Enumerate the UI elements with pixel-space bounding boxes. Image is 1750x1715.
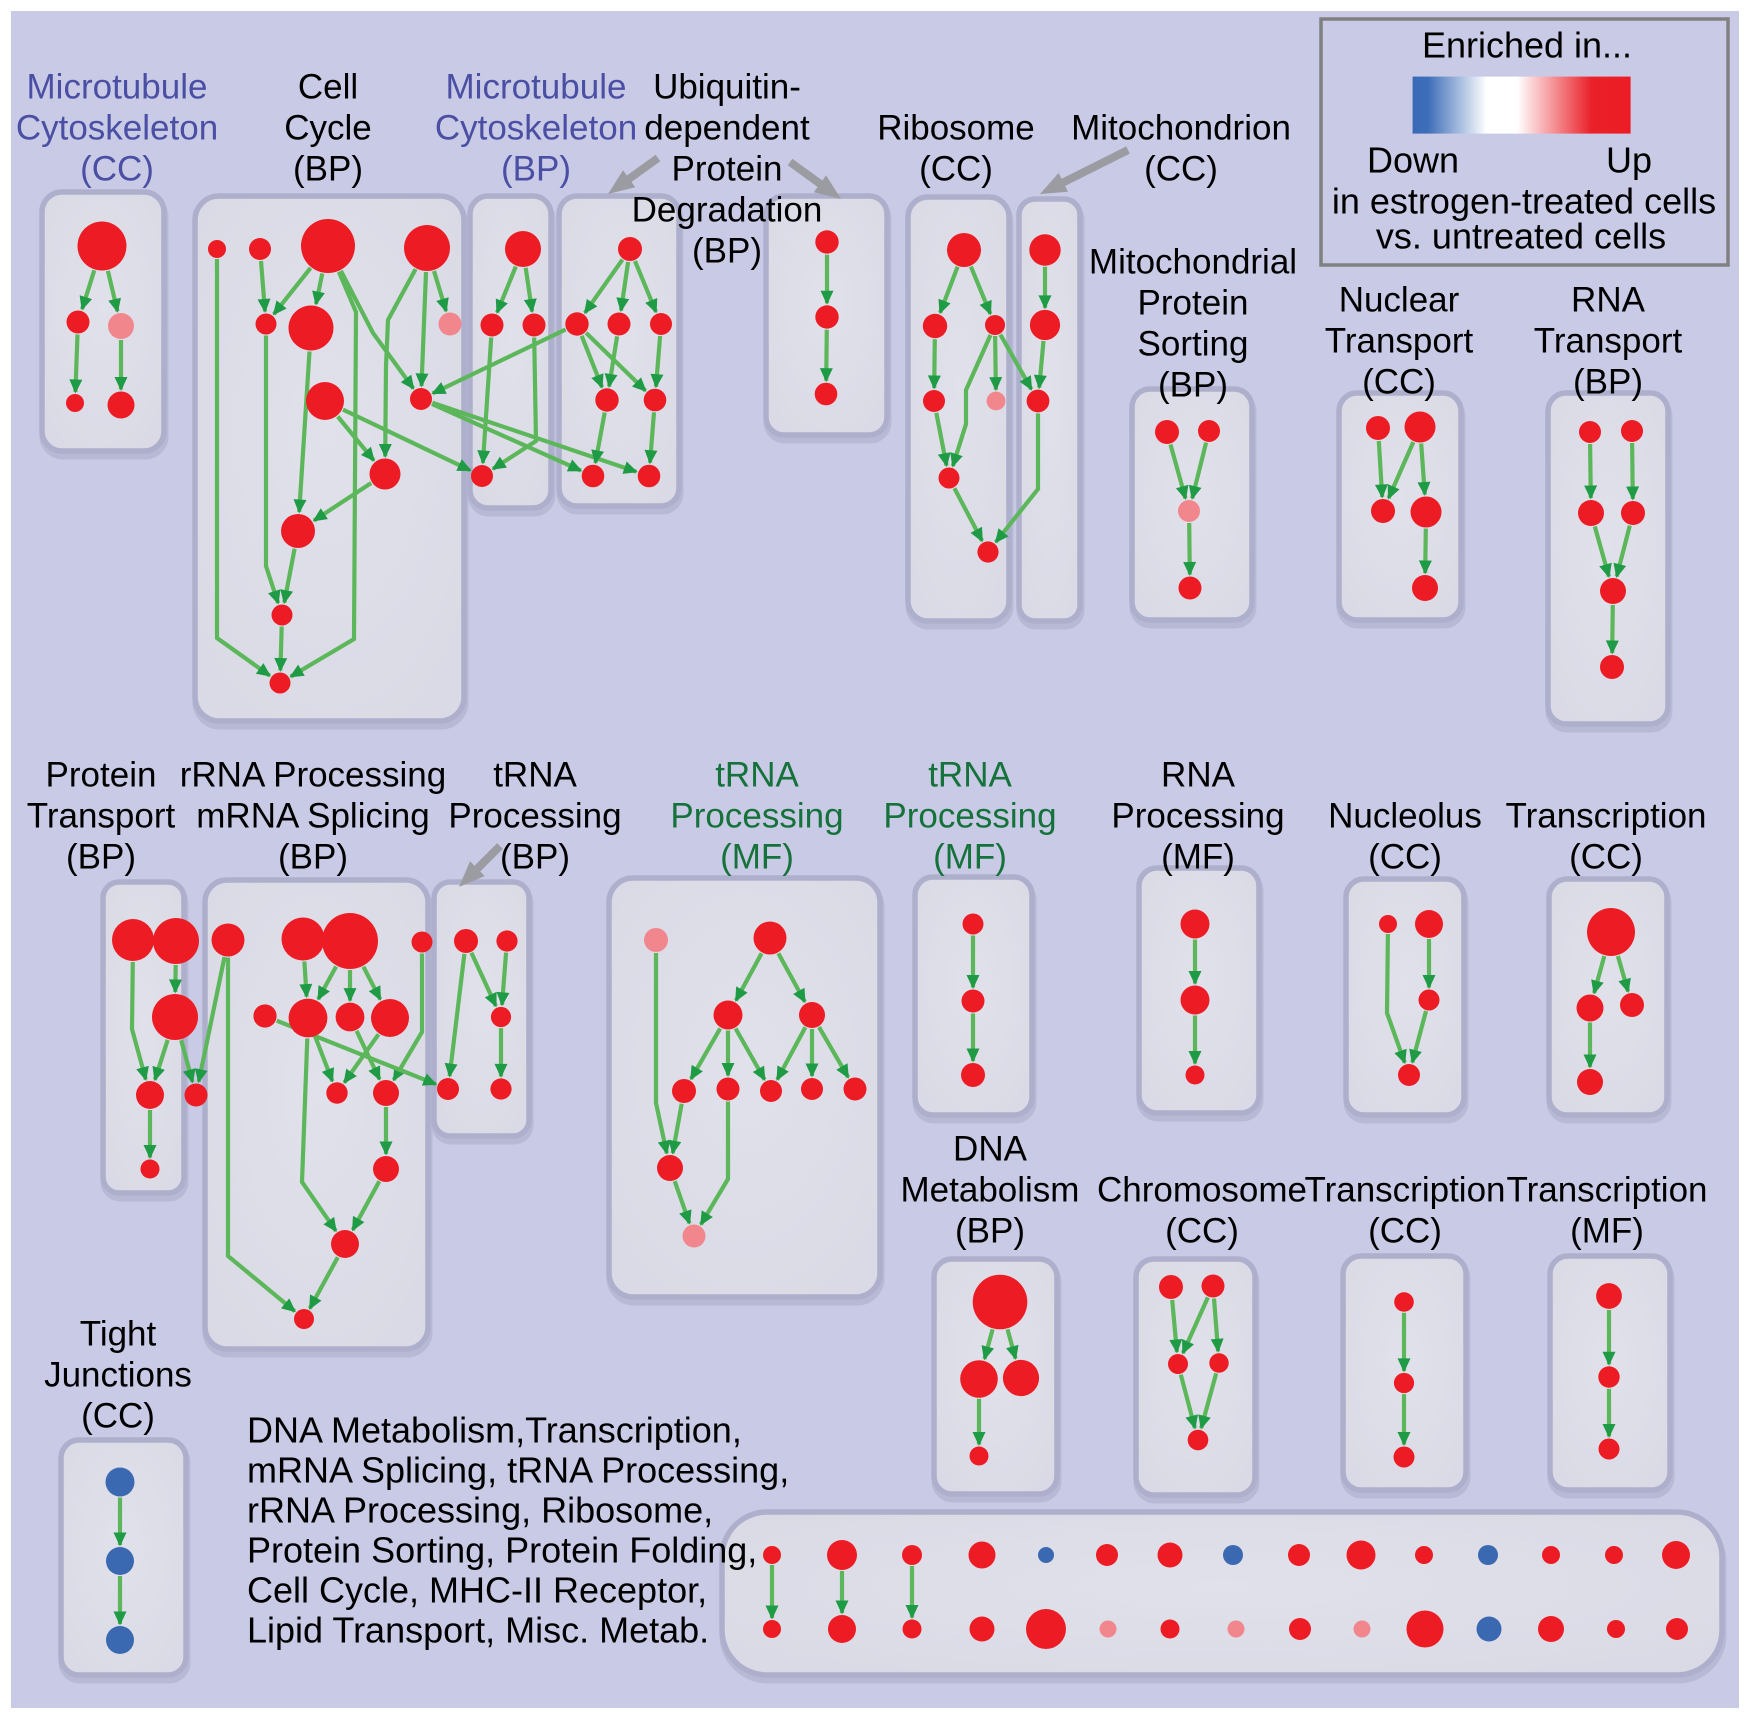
svg-text:(CC): (CC) [1368, 1212, 1442, 1251]
svg-text:in estrogen-treated cells: in estrogen-treated cells [1332, 181, 1716, 222]
svg-text:(MF): (MF) [933, 838, 1007, 877]
svg-text:tRNA: tRNA [493, 756, 577, 795]
svg-text:mRNA Splicing: mRNA Splicing [196, 797, 429, 836]
svg-text:Protein Sorting, Protein Foldi: Protein Sorting, Protein Folding, [247, 1530, 757, 1571]
svg-text:(BP): (BP) [278, 838, 348, 877]
svg-text:Processing: Processing [448, 797, 621, 836]
svg-text:Mitochondrion: Mitochondrion [1071, 109, 1291, 148]
svg-text:(CC): (CC) [1362, 363, 1436, 402]
svg-text:Processing: Processing [1111, 797, 1284, 836]
svg-text:RNA: RNA [1571, 281, 1646, 320]
svg-text:Transcription: Transcription [1506, 797, 1707, 836]
svg-text:Transcription: Transcription [1305, 1171, 1506, 1210]
svg-text:Protein: Protein [46, 756, 157, 795]
svg-text:Junctions: Junctions [44, 1356, 192, 1395]
svg-text:Protein: Protein [672, 150, 783, 189]
svg-text:Transport: Transport [1325, 322, 1474, 361]
svg-text:tRNA: tRNA [715, 756, 799, 795]
svg-text:Tight: Tight [80, 1315, 157, 1354]
svg-text:Lipid Transport, Misc. Metab.: Lipid Transport, Misc. Metab. [247, 1610, 709, 1651]
svg-text:Sorting: Sorting [1138, 325, 1249, 364]
svg-text:Metabolism: Metabolism [901, 1171, 1080, 1210]
svg-text:(BP): (BP) [293, 150, 363, 189]
svg-text:mRNA Splicing, tRNA Processing: mRNA Splicing, tRNA Processing, [247, 1450, 789, 1491]
svg-text:Processing: Processing [883, 797, 1056, 836]
svg-text:Cycle: Cycle [284, 109, 372, 148]
svg-text:Enriched in...: Enriched in... [1422, 25, 1632, 66]
svg-text:(BP): (BP) [500, 838, 570, 877]
svg-text:Ubiquitin-: Ubiquitin- [653, 68, 801, 107]
svg-text:(BP): (BP) [955, 1212, 1025, 1251]
svg-text:(MF): (MF) [1161, 838, 1235, 877]
svg-text:Up: Up [1606, 140, 1652, 181]
svg-text:Microtubule: Microtubule [446, 68, 627, 107]
svg-text:Cell Cycle, MHC-II Receptor,: Cell Cycle, MHC-II Receptor, [247, 1570, 707, 1611]
svg-text:Protein: Protein [1138, 284, 1249, 323]
svg-text:rRNA Processing, Ribosome,: rRNA Processing, Ribosome, [247, 1490, 713, 1531]
svg-text:Cytoskeleton: Cytoskeleton [16, 109, 218, 148]
svg-text:dependent: dependent [644, 109, 810, 148]
svg-text:rRNA Processing: rRNA Processing [180, 756, 446, 795]
svg-text:(CC): (CC) [919, 150, 993, 189]
svg-text:Ribosome: Ribosome [877, 109, 1035, 148]
svg-text:Transport: Transport [1534, 322, 1683, 361]
svg-text:(BP): (BP) [1158, 366, 1228, 405]
svg-text:Down: Down [1367, 140, 1459, 181]
svg-text:tRNA: tRNA [928, 756, 1012, 795]
svg-text:RNA: RNA [1161, 756, 1236, 795]
svg-text:Degradation: Degradation [632, 191, 823, 230]
svg-text:(BP): (BP) [66, 838, 136, 877]
svg-text:(CC): (CC) [1165, 1212, 1239, 1251]
svg-text:(CC): (CC) [1144, 150, 1218, 189]
svg-text:Microtubule: Microtubule [27, 68, 208, 107]
svg-text:Transcription: Transcription [1507, 1171, 1708, 1210]
svg-text:Nucleolus: Nucleolus [1328, 797, 1482, 836]
svg-text:(CC): (CC) [1569, 838, 1643, 877]
svg-text:Processing: Processing [670, 797, 843, 836]
svg-text:DNA: DNA [953, 1130, 1028, 1169]
svg-text:(MF): (MF) [1570, 1212, 1644, 1251]
svg-text:(CC): (CC) [81, 1397, 155, 1436]
svg-text:Nuclear: Nuclear [1339, 281, 1460, 320]
svg-text:Cytoskeleton: Cytoskeleton [435, 109, 637, 148]
svg-text:Cell: Cell [298, 68, 358, 107]
svg-text:(CC): (CC) [80, 150, 154, 189]
svg-text:vs. untreated cells: vs. untreated cells [1376, 216, 1666, 257]
svg-text:(BP): (BP) [1573, 363, 1643, 402]
svg-text:Transport: Transport [27, 797, 176, 836]
svg-text:(BP): (BP) [501, 150, 571, 189]
svg-text:Chromosome: Chromosome [1097, 1171, 1307, 1210]
svg-text:(CC): (CC) [1368, 838, 1442, 877]
svg-text:(MF): (MF) [720, 838, 794, 877]
svg-text:(BP): (BP) [692, 232, 762, 271]
svg-text:DNA Metabolism,Transcription,: DNA Metabolism,Transcription, [247, 1410, 742, 1451]
svg-text:Mitochondrial: Mitochondrial [1089, 243, 1297, 282]
